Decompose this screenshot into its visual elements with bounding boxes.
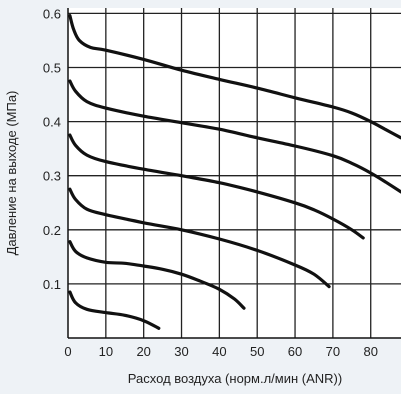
x-tick-label: 70: [326, 344, 340, 359]
x-tick-label: 40: [212, 344, 226, 359]
x-tick-label: 80: [363, 344, 377, 359]
tick-labels: 0 10 20 30 40 50 60 70 80 0.1 0.2 0.3 0.4 0.5 0.6: [43, 6, 378, 359]
y-axis-title: Давление на выходе (МПа): [4, 91, 19, 256]
y-tick-label: 0.1: [43, 277, 61, 292]
flow-curve-1: [68, 14, 401, 140]
x-tick-label: 30: [174, 344, 188, 359]
flow-curve-4: [68, 187, 331, 289]
x-tick-label: 50: [250, 344, 264, 359]
y-tick-label: 0.4: [43, 115, 61, 130]
flow-curve-3: [68, 133, 365, 240]
x-tick-label: 0: [64, 344, 71, 359]
x-tick-label: 10: [99, 344, 113, 359]
flow-curve-6: [68, 290, 161, 330]
x-tick-label: 20: [136, 344, 150, 359]
x-tick-label: 60: [288, 344, 302, 359]
grid: [68, 8, 401, 338]
series-group: [68, 14, 401, 330]
plot-area: [68, 8, 401, 338]
flow-curve-5: [68, 240, 246, 310]
y-tick-label: 0.5: [43, 61, 61, 76]
y-tick-label: 0.3: [43, 169, 61, 184]
y-tick-label: 0.6: [43, 6, 61, 21]
x-axis-title: Расход воздуха (норм.л/мин (ANR)): [128, 371, 342, 386]
flow-curve-2: [68, 79, 401, 194]
y-tick-label: 0.2: [43, 223, 61, 238]
